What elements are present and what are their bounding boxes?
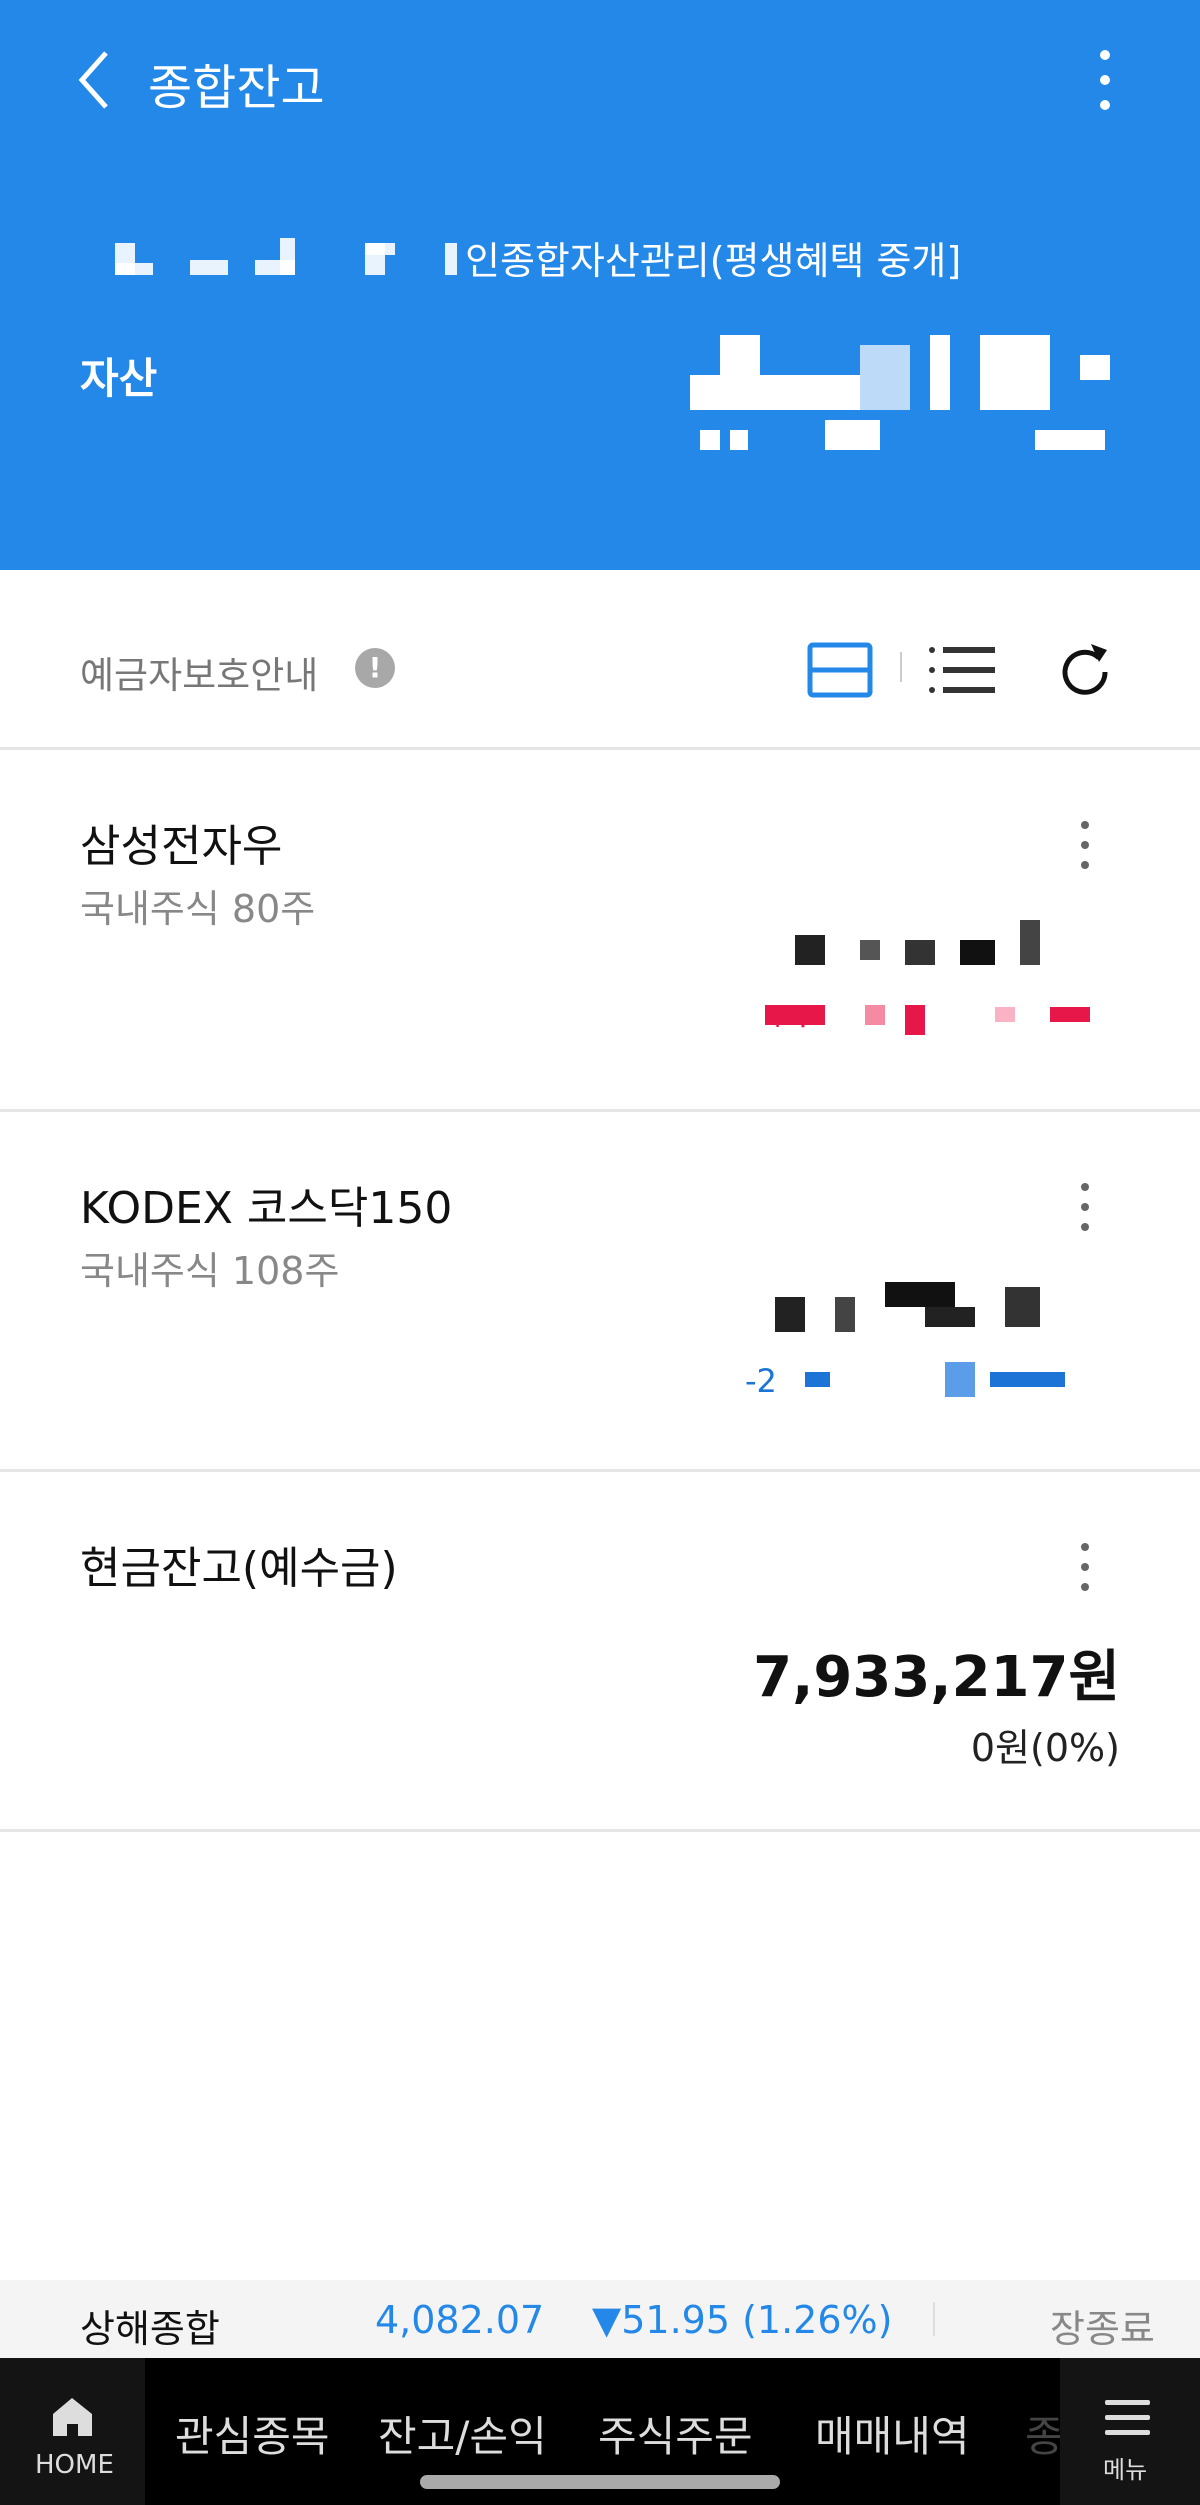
change-prefix: +4: [765, 1000, 810, 1035]
account-name[interactable]: 인종합자산관리(평생혜택 중개]: [85, 230, 961, 285]
home-indicator[interactable]: [420, 2475, 780, 2489]
redacted-asset-amount: [690, 335, 1115, 460]
refresh-icon[interactable]: [1055, 630, 1115, 710]
home-icon: [53, 2398, 92, 2436]
item-more-icon[interactable]: [1070, 1537, 1100, 1597]
divider: [900, 652, 902, 682]
holding-sub: 국내주식 80주: [80, 887, 316, 931]
toolbar: [0, 570, 1200, 750]
cash-item[interactable]: 현금잔고(예수금) 7,933,217원 0원(0%): [0, 1472, 1200, 1832]
tab-history[interactable]: 매매내역: [815, 2412, 970, 2461]
holding-name: 삼성전자우: [80, 821, 283, 872]
header: 종합잔고 인종합자산관리(평생혜택 중개] 자산: [0, 0, 1200, 570]
hamburger-icon: [1105, 2400, 1150, 2435]
index-name: 상해종합: [80, 2307, 220, 2351]
list-view-icon[interactable]: [925, 630, 1000, 710]
divider: [933, 2302, 935, 2336]
index-value: 4,082.07: [375, 2298, 545, 2342]
tab-order[interactable]: 주식주문: [598, 2412, 753, 2461]
holding-item[interactable]: KODEX 코스닥150 국내주식 108주 -2: [0, 1112, 1200, 1472]
tab-more[interactable]: 종: [1025, 2412, 1064, 2461]
index-change: ▼51.95 (1.26%): [592, 2298, 893, 2342]
item-more-icon[interactable]: [1070, 1177, 1100, 1237]
item-more-icon[interactable]: [1070, 815, 1100, 875]
menu-label: 메뉴: [1103, 2456, 1148, 2484]
more-options-icon[interactable]: [1085, 45, 1125, 115]
redacted-account-prefix: [85, 237, 465, 278]
asset-label: 자산: [80, 354, 158, 403]
tab-balance[interactable]: 잔고/손익: [378, 2412, 547, 2461]
cash-change: 0원(0%): [970, 1726, 1120, 1770]
change-prefix: -2: [745, 1362, 777, 1400]
deposit-protection-link[interactable]: 예금자보호안내: [80, 654, 319, 697]
account-name-text: 인종합자산관리(평생혜택 중개]: [465, 239, 962, 283]
holding-item[interactable]: 삼성전자우 국내주식 80주 +4: [0, 750, 1200, 1112]
page-title: 종합잔고: [148, 60, 325, 116]
info-icon[interactable]: !: [355, 648, 395, 688]
redacted-valuation: +4: [745, 915, 1115, 1065]
holding-name: KODEX 코스닥150: [80, 1183, 453, 1234]
home-button[interactable]: HOME: [0, 2358, 145, 2505]
back-arrow-icon[interactable]: [70, 45, 120, 115]
cash-name: 현금잔고(예수금): [80, 1543, 398, 1594]
holding-sub: 국내주식 108주: [80, 1249, 340, 1293]
market-status: 장종료: [1050, 2307, 1155, 2351]
redacted-valuation: -2: [745, 1277, 1115, 1427]
menu-button[interactable]: 메뉴: [1060, 2358, 1200, 2505]
cash-value: 7,933,217원: [753, 1645, 1120, 1710]
card-view-icon[interactable]: [805, 630, 875, 710]
home-label: HOME: [35, 2450, 114, 2480]
tab-watchlist[interactable]: 관심종목: [175, 2412, 330, 2461]
market-ticker[interactable]: 상해종합 4,082.07 ▼51.95 (1.26%) 장종료: [0, 2280, 1200, 2358]
